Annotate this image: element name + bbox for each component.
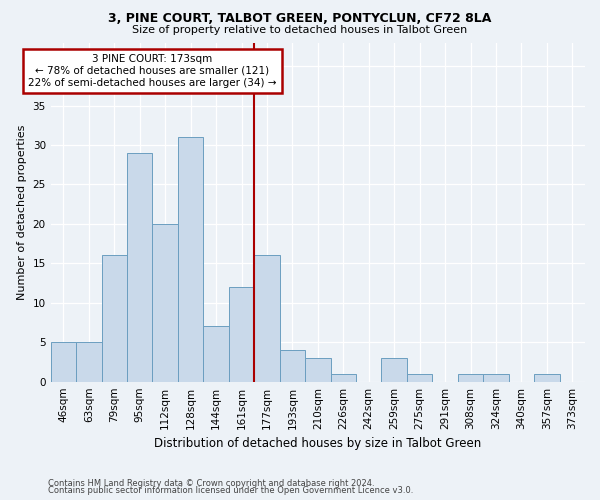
Y-axis label: Number of detached properties: Number of detached properties: [17, 124, 27, 300]
Bar: [331, 374, 356, 382]
Bar: [534, 374, 560, 382]
Bar: [127, 153, 152, 382]
Text: Contains HM Land Registry data © Crown copyright and database right 2024.: Contains HM Land Registry data © Crown c…: [48, 478, 374, 488]
Bar: [458, 374, 483, 382]
Text: 3 PINE COURT: 173sqm
← 78% of detached houses are smaller (121)
22% of semi-deta: 3 PINE COURT: 173sqm ← 78% of detached h…: [28, 54, 277, 88]
Text: 3, PINE COURT, TALBOT GREEN, PONTYCLUN, CF72 8LA: 3, PINE COURT, TALBOT GREEN, PONTYCLUN, …: [109, 12, 491, 26]
Bar: [50, 342, 76, 382]
Bar: [203, 326, 229, 382]
Bar: [305, 358, 331, 382]
Bar: [76, 342, 101, 382]
Bar: [254, 256, 280, 382]
Bar: [101, 256, 127, 382]
Bar: [152, 224, 178, 382]
Bar: [280, 350, 305, 382]
Text: Size of property relative to detached houses in Talbot Green: Size of property relative to detached ho…: [133, 25, 467, 35]
Bar: [407, 374, 433, 382]
Bar: [178, 137, 203, 382]
Bar: [483, 374, 509, 382]
X-axis label: Distribution of detached houses by size in Talbot Green: Distribution of detached houses by size …: [154, 437, 481, 450]
Bar: [229, 287, 254, 382]
Bar: [382, 358, 407, 382]
Text: Contains public sector information licensed under the Open Government Licence v3: Contains public sector information licen…: [48, 486, 413, 495]
